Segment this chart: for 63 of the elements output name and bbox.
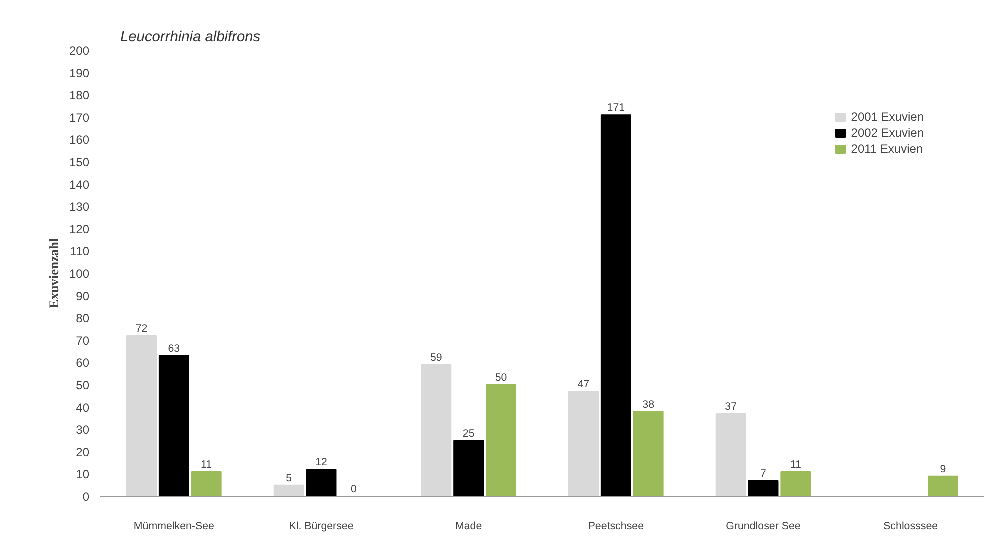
bar [306, 469, 337, 496]
bar [600, 114, 632, 496]
y-tick-label: 0 [82, 490, 90, 504]
data-label: 38 [642, 398, 655, 411]
bar [486, 384, 516, 496]
y-tick-label: 190 [69, 66, 90, 80]
data-label: 11 [201, 458, 212, 471]
y-tick-label: 110 [70, 244, 90, 259]
data-label: 59 [430, 352, 442, 364]
bar [716, 413, 746, 496]
y-tick-label: 40 [76, 400, 90, 415]
data-label: 25 [462, 428, 475, 440]
data-label: 50 [495, 372, 508, 384]
x-tick-label: Grundloser See [726, 520, 801, 532]
data-label: 63 [168, 343, 180, 356]
bar [191, 471, 222, 496]
data-label: 7 [760, 468, 767, 480]
y-tick-label: 180 [69, 88, 90, 103]
data-label: 47 [578, 378, 590, 391]
bar [454, 440, 484, 496]
data-label: 12 [316, 456, 328, 469]
y-tick-label: 30 [76, 423, 90, 438]
bar [274, 484, 304, 496]
legend-label: 2002 Exuvien [851, 126, 924, 140]
x-tick-label: Peetschsee [588, 520, 644, 532]
y-tick-label: 120 [69, 222, 90, 236]
y-tick-label: 200 [69, 44, 90, 58]
x-tick-label: Kl. Bürgersee [289, 520, 354, 532]
chart-title: Leucorrhinia albifrons [120, 30, 262, 46]
data-label: 11 [790, 458, 802, 471]
y-tick-label: 20 [76, 445, 90, 460]
y-tick-label: 80 [76, 312, 90, 326]
data-label: 0 [350, 484, 357, 496]
y-tick-label: 50 [76, 378, 90, 392]
data-label: 5 [286, 472, 292, 484]
legend-label: 2001 Exuvien [851, 110, 924, 124]
y-axis-title: Exuvienzahl [46, 238, 62, 309]
bar [633, 411, 664, 496]
bar [568, 391, 599, 496]
bar [780, 471, 812, 496]
x-tick-label: Schlosssee [884, 520, 938, 532]
y-tick-label: 160 [69, 133, 90, 148]
y-tick-label: 130 [69, 200, 90, 214]
y-tick-label: 150 [69, 156, 90, 170]
y-tick-label: 140 [69, 178, 90, 192]
x-tick-label: Mümmelken-See [134, 520, 215, 532]
bar [158, 356, 190, 496]
legend-label: 2011 Exuvien [851, 142, 924, 156]
data-label: 37 [725, 400, 738, 413]
y-tick-label: 70 [76, 334, 90, 348]
data-label: 9 [940, 463, 946, 476]
y-tick-label: 100 [69, 267, 90, 281]
x-tick-label: Made [456, 520, 482, 532]
y-tick-label: 170 [69, 110, 90, 125]
bar [421, 364, 452, 496]
data-label: 171 [607, 102, 626, 114]
bar [928, 476, 958, 496]
bar [748, 480, 779, 496]
bar [126, 335, 157, 496]
data-label: 72 [136, 322, 148, 335]
y-tick-label: 90 [76, 289, 90, 304]
y-tick-label: 60 [76, 356, 90, 370]
y-tick-label: 10 [76, 468, 90, 482]
